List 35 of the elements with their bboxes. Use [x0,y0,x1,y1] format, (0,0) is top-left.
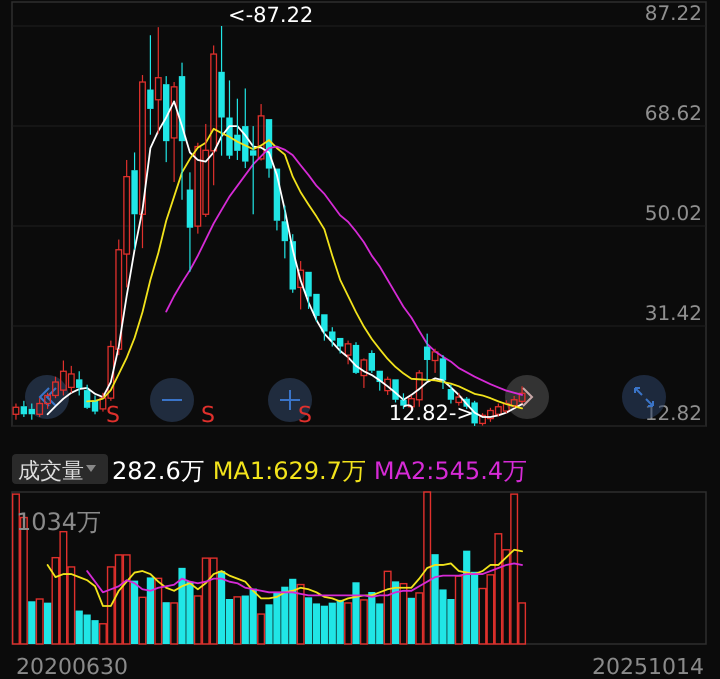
annotation: S [106,403,120,428]
text: MA2:545.4万 [374,457,528,485]
annotation: S [298,403,312,428]
bar [130,580,138,644]
y-tick-label: 31.42 [644,301,702,325]
bar [352,582,360,644]
bar [170,602,178,645]
annotation: S [201,403,215,428]
y-tick-label: 68.62 [644,101,702,125]
text: MA1:629.7万 [212,457,366,485]
bar [399,582,408,645]
y-tick-label: 50.02 [644,201,702,225]
chart-title: 成交量 [18,459,84,484]
y-tick-label: 87.22 [644,1,702,25]
bar [360,599,368,645]
bar [392,581,400,644]
annotation: <-87.22 [228,3,314,27]
text: 282.6万 [112,457,205,485]
bar [138,596,146,645]
bar [44,602,52,644]
bar [296,584,305,645]
bar [162,602,170,644]
bar [233,596,242,645]
bar [28,601,36,644]
bar [146,577,154,644]
bar [154,578,162,645]
bar [384,570,392,645]
y-tick-label: 12.82 [644,401,702,425]
bar [257,613,266,645]
bar [408,598,415,644]
bar [344,602,352,645]
bar [36,598,44,645]
text: 20200630 [16,655,128,679]
bar [454,576,463,645]
text: 20251014 [592,655,704,679]
